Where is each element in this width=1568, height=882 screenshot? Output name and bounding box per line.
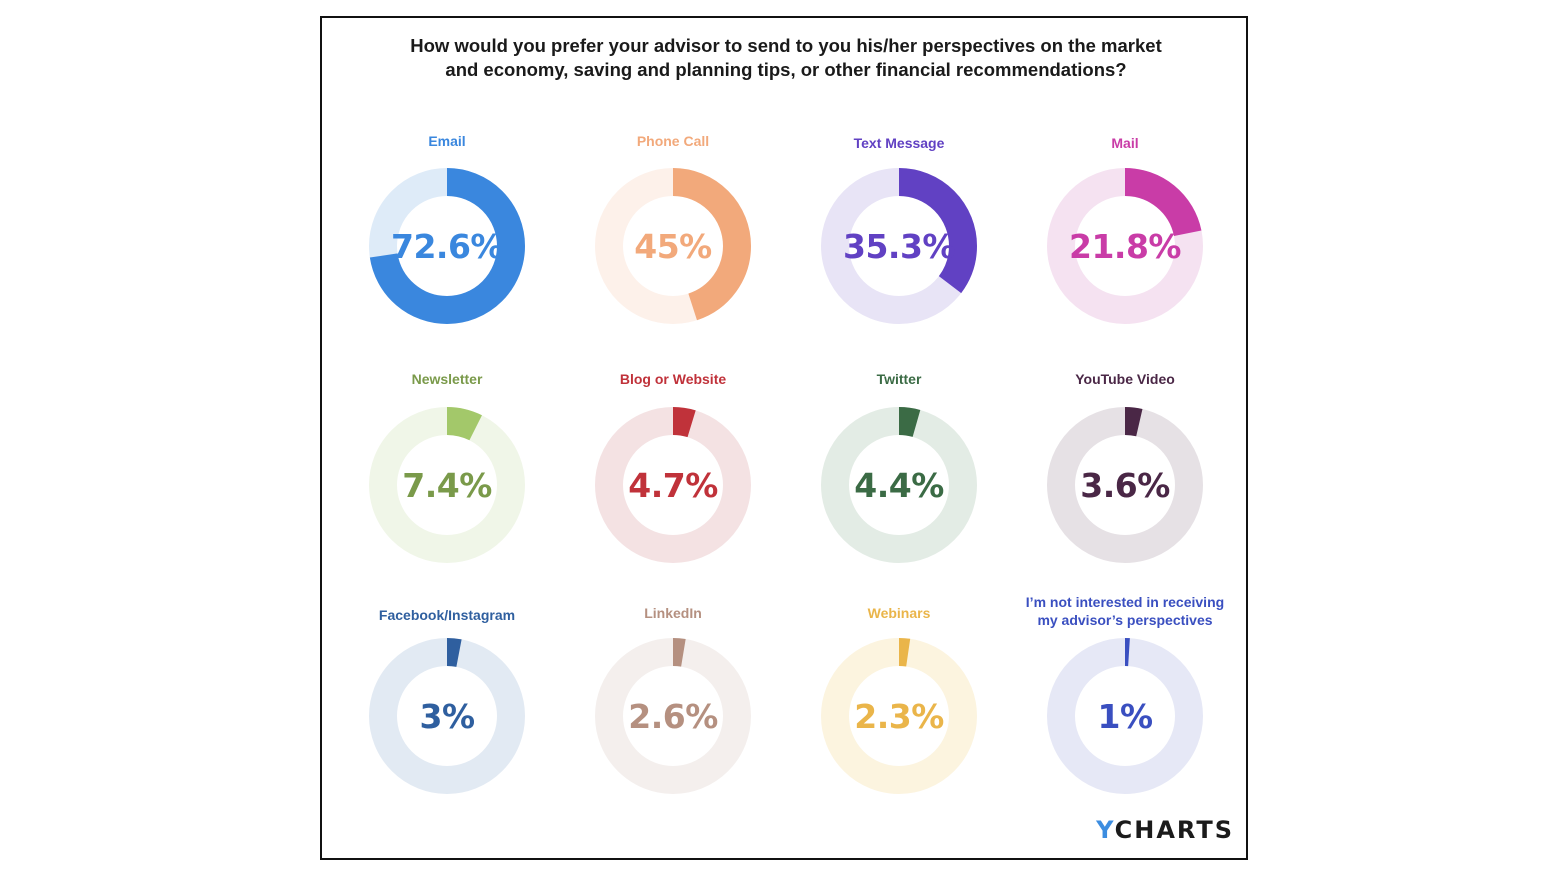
donut-mail: 21.8% — [1047, 168, 1203, 324]
value-label-webinars: 2.3% — [854, 696, 944, 736]
donut-segment-phone-call — [595, 168, 751, 324]
label-email: Email — [428, 133, 466, 149]
chart-frame: How would you prefer your advisor to sen… — [320, 16, 1248, 860]
value-label-linkedin: 2.6% — [628, 696, 718, 736]
donut-segment-youtube-video — [1047, 407, 1203, 563]
value-label-youtube-video: 3.6% — [1080, 465, 1170, 505]
label-phone-call: Phone Call — [636, 133, 710, 149]
label-linkedin: LinkedIn — [644, 605, 702, 621]
donut-linkedin: 2.6% — [595, 638, 751, 794]
donut-email: 72.6% — [369, 168, 525, 324]
donut-text-message: 35.3% — [821, 168, 977, 324]
donut-segment-mail — [1047, 168, 1203, 324]
label-text-message: Text Message — [853, 135, 945, 151]
value-label-email: 72.6% — [391, 226, 504, 266]
chart-title-line-2: and economy, saving and planning tips, o… — [445, 59, 1127, 80]
label-twitter: Twitter — [876, 371, 922, 387]
donut-segment-text-message — [821, 168, 977, 324]
label-facebook-instagram: Facebook/Instagram — [378, 607, 516, 623]
donut-segment-webinars — [821, 638, 977, 794]
donut-segment-i-m-not-interested-in-receiving-my-advisor-s-perspectives — [1047, 638, 1203, 794]
value-label-phone-call: 45% — [634, 226, 712, 266]
value-label-newsletter: 7.4% — [402, 465, 492, 505]
donut-segment-linkedin — [595, 638, 751, 794]
value-label-blog-or-website: 4.7% — [628, 465, 718, 505]
donut-segment-email — [369, 168, 525, 324]
donut-segment-blog-or-website — [595, 407, 751, 563]
donut-segment-facebook-instagram — [369, 638, 525, 794]
donut-grid: Email 72.6% Phone Call 45% Text Message 35.3%… — [322, 18, 1250, 862]
donut-phone-call: 45% — [595, 168, 751, 324]
donut-i-m-not-interested-in-receiving-my-advisor-s-perspectives: 1% — [1047, 638, 1203, 794]
value-label-i-m-not-interested-in-receiving-my-advisor-s-perspectives: 1% — [1097, 696, 1153, 736]
chart-title: How would you prefer your advisor to sen… — [322, 34, 1250, 82]
label-blog-or-website: Blog or Website — [619, 371, 727, 387]
donut-facebook-instagram: 3% — [369, 638, 525, 794]
label-youtube-video: YouTube Video — [1075, 371, 1175, 387]
label-mail: Mail — [1111, 135, 1139, 151]
donut-youtube-video: 3.6% — [1047, 407, 1203, 563]
donut-blog-or-website: 4.7% — [595, 407, 751, 563]
label-i-m-not-interested-in-receiving-my-advisor-s-perspectives: I’m not interested in receiving my advis… — [1025, 594, 1225, 628]
chart-title-line-1: How would you prefer your advisor to sen… — [410, 35, 1162, 56]
donut-segment-newsletter — [369, 407, 525, 563]
label-newsletter: Newsletter — [411, 371, 483, 387]
donut-webinars: 2.3% — [821, 638, 977, 794]
donut-segment-twitter — [821, 407, 977, 563]
label-webinars: Webinars — [867, 605, 931, 621]
value-label-text-message: 35.3% — [843, 226, 956, 266]
donut-newsletter: 7.4% — [369, 407, 525, 563]
donut-twitter: 4.4% — [821, 407, 977, 563]
value-label-twitter: 4.4% — [854, 465, 944, 505]
ycharts-logo: YCHARTS — [1096, 816, 1234, 844]
value-label-facebook-instagram: 3% — [419, 696, 475, 736]
value-label-mail: 21.8% — [1069, 226, 1182, 266]
